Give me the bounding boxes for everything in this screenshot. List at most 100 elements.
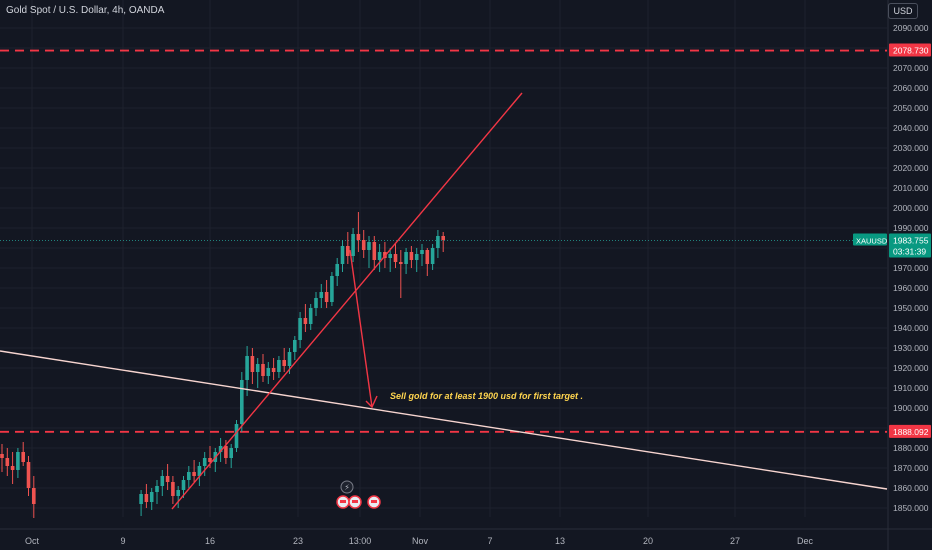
candle-body	[192, 472, 196, 476]
candle-body	[234, 424, 239, 448]
y-tick-label: 2070.000	[893, 63, 929, 73]
candle-body	[155, 486, 159, 492]
candle-body	[16, 452, 20, 470]
x-tick-label: 13:00	[349, 536, 372, 546]
candle-body	[287, 352, 292, 366]
y-tick-label: 2090.000	[893, 23, 929, 33]
candle-body	[271, 368, 276, 372]
y-tick-label: 1990.000	[893, 223, 929, 233]
candle-body	[367, 242, 371, 250]
event-markers: ⚡	[336, 480, 381, 509]
candle-body	[335, 264, 339, 276]
candle-body	[171, 482, 175, 496]
candle-body	[293, 340, 297, 352]
flag-icon-stripe	[371, 500, 377, 503]
sell-arrow	[349, 249, 373, 408]
annotation-text: Sell gold for at least 1900 usd for firs…	[390, 391, 583, 401]
candle-body	[21, 452, 25, 462]
x-tick-label: 27	[730, 536, 740, 546]
level-label: 1888.092	[893, 427, 929, 437]
price-label-bg	[889, 233, 931, 258]
candle-body	[202, 458, 207, 466]
level-label-bg	[889, 424, 931, 438]
x-tick-label: 20	[643, 536, 653, 546]
candle-body	[176, 490, 180, 496]
candle-body	[181, 480, 186, 490]
candle-body	[240, 380, 244, 424]
candle-body	[425, 250, 430, 264]
chart-title: Gold Spot / U.S. Dollar, 4h, OANDA	[6, 5, 165, 16]
candle-body	[303, 318, 308, 324]
candle-body	[319, 292, 324, 298]
y-tick-label: 1950.000	[893, 303, 929, 313]
candle-body	[245, 356, 249, 380]
price-label: 1983.755	[893, 235, 929, 245]
x-tick-label: 13	[555, 536, 565, 546]
trend-line-support	[0, 350, 888, 490]
y-tick-label: 2040.000	[893, 123, 929, 133]
candle-body	[393, 254, 398, 262]
x-tick-label: Dec	[797, 536, 814, 546]
candle-body	[346, 246, 350, 256]
x-tick-label: 9	[120, 536, 125, 546]
y-tick-label: 1900.000	[893, 403, 929, 413]
candle-body	[208, 458, 212, 462]
candle-body	[149, 492, 154, 502]
candle-body	[330, 276, 334, 302]
y-tick-label: 1920.000	[893, 363, 929, 373]
level-label-bg	[889, 43, 931, 57]
candle-body	[377, 252, 382, 260]
candle-body	[218, 446, 223, 452]
candle-body	[399, 262, 403, 264]
candle-body	[255, 364, 260, 372]
x-tick-label: 23	[293, 536, 303, 546]
y-tick-label: 1850.000	[893, 503, 929, 513]
x-tick-label: Nov	[412, 536, 429, 546]
countdown-label: 03:31:39	[893, 246, 926, 256]
x-tick-label: 16	[205, 536, 215, 546]
candle-body	[10, 466, 15, 470]
symbol-label-bg	[853, 233, 887, 246]
y-tick-label: 2000.000	[893, 203, 929, 213]
candles	[0, 212, 445, 518]
candle-body	[420, 250, 424, 254]
candle-body	[414, 254, 419, 260]
candle-body	[441, 236, 445, 240]
candle-body	[250, 356, 255, 372]
y-tick-label: 2050.000	[893, 103, 929, 113]
candle-body	[282, 360, 286, 366]
symbol-label: XAUUSD	[856, 236, 888, 245]
candle-body	[266, 368, 271, 376]
flag-icon-stripe	[352, 500, 358, 503]
candle-body	[361, 240, 366, 250]
candle-body	[261, 364, 265, 376]
grid	[0, 0, 887, 517]
y-tick-label: 1970.000	[893, 263, 929, 273]
y-tick-label: 2010.000	[893, 183, 929, 193]
candle-body	[314, 298, 318, 308]
currency-button[interactable]: USD	[888, 3, 918, 19]
flag-icon-stripe	[340, 500, 346, 503]
x-tick-label: 7	[487, 536, 492, 546]
candle-body	[197, 466, 202, 476]
candle-body	[229, 448, 233, 458]
candle-body	[160, 476, 165, 486]
y-tick-label: 2060.000	[893, 83, 929, 93]
lightning-icon	[340, 480, 354, 494]
candle-body	[32, 488, 36, 504]
candle-body	[144, 494, 149, 502]
horizontal-levels	[0, 49, 887, 433]
candle-body	[372, 242, 377, 260]
trend-line-rising	[171, 92, 523, 510]
level-label: 2078.730	[893, 46, 929, 56]
candle-body	[165, 476, 170, 482]
candle-body	[298, 318, 302, 340]
candle-body	[0, 454, 4, 458]
y-tick-label: 2030.000	[893, 143, 929, 153]
candle-body	[139, 494, 143, 504]
y-tick-label: 1880.000	[893, 443, 929, 453]
y-tick-label: 2020.000	[893, 163, 929, 173]
